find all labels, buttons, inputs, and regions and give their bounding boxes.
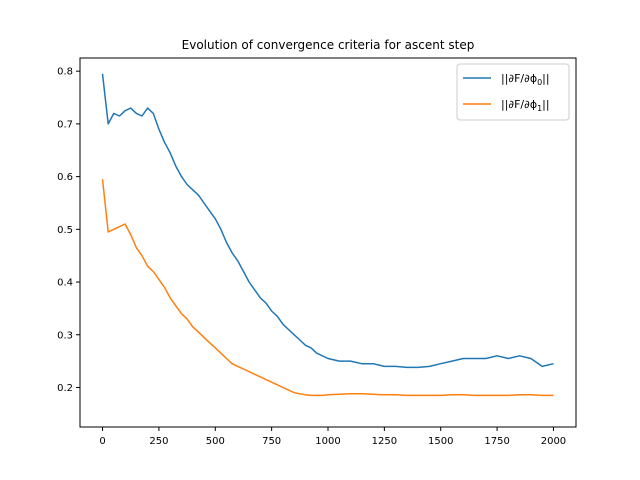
legend-label-0: ||∂F/∂ϕ0|| (501, 72, 550, 87)
x-tick-label: 1000 (315, 436, 340, 447)
x-tick-label: 750 (262, 436, 281, 447)
x-tick-label: 1750 (484, 436, 509, 447)
x-tick-label: 2000 (541, 436, 566, 447)
legend-label-1: ||∂F/∂ϕ1|| (501, 98, 550, 113)
y-tick-label: 0.4 (57, 278, 73, 289)
y-tick-label: 0.6 (57, 172, 73, 183)
chart-title: Evolution of convergence criteria for as… (182, 38, 475, 52)
y-tick-label: 0.2 (57, 383, 73, 394)
y-axis: 0.2 0.3 0.4 0.5 0.6 0.7 0.8 (57, 67, 80, 394)
legend: ||∂F/∂ϕ0|| ||∂F/∂ϕ1|| (456, 63, 570, 121)
y-tick-label: 0.7 (57, 119, 73, 130)
y-tick-label: 0.3 (57, 330, 73, 341)
series-line-0 (101, 73, 554, 369)
x-tick-label: 1250 (372, 436, 397, 447)
x-tick-label: 0 (99, 436, 105, 447)
plot-frame (79, 57, 577, 428)
x-tick-label: 500 (206, 436, 225, 447)
y-tick-label: 0.5 (57, 225, 73, 236)
series-layer (101, 73, 554, 397)
x-axis: 0 250 500 750 1000 1250 1500 1750 2000 (99, 427, 566, 447)
series-line-1 (101, 179, 554, 397)
x-tick-label: 1500 (428, 436, 453, 447)
y-tick-label: 0.8 (57, 67, 73, 78)
x-tick-label: 250 (149, 436, 168, 447)
